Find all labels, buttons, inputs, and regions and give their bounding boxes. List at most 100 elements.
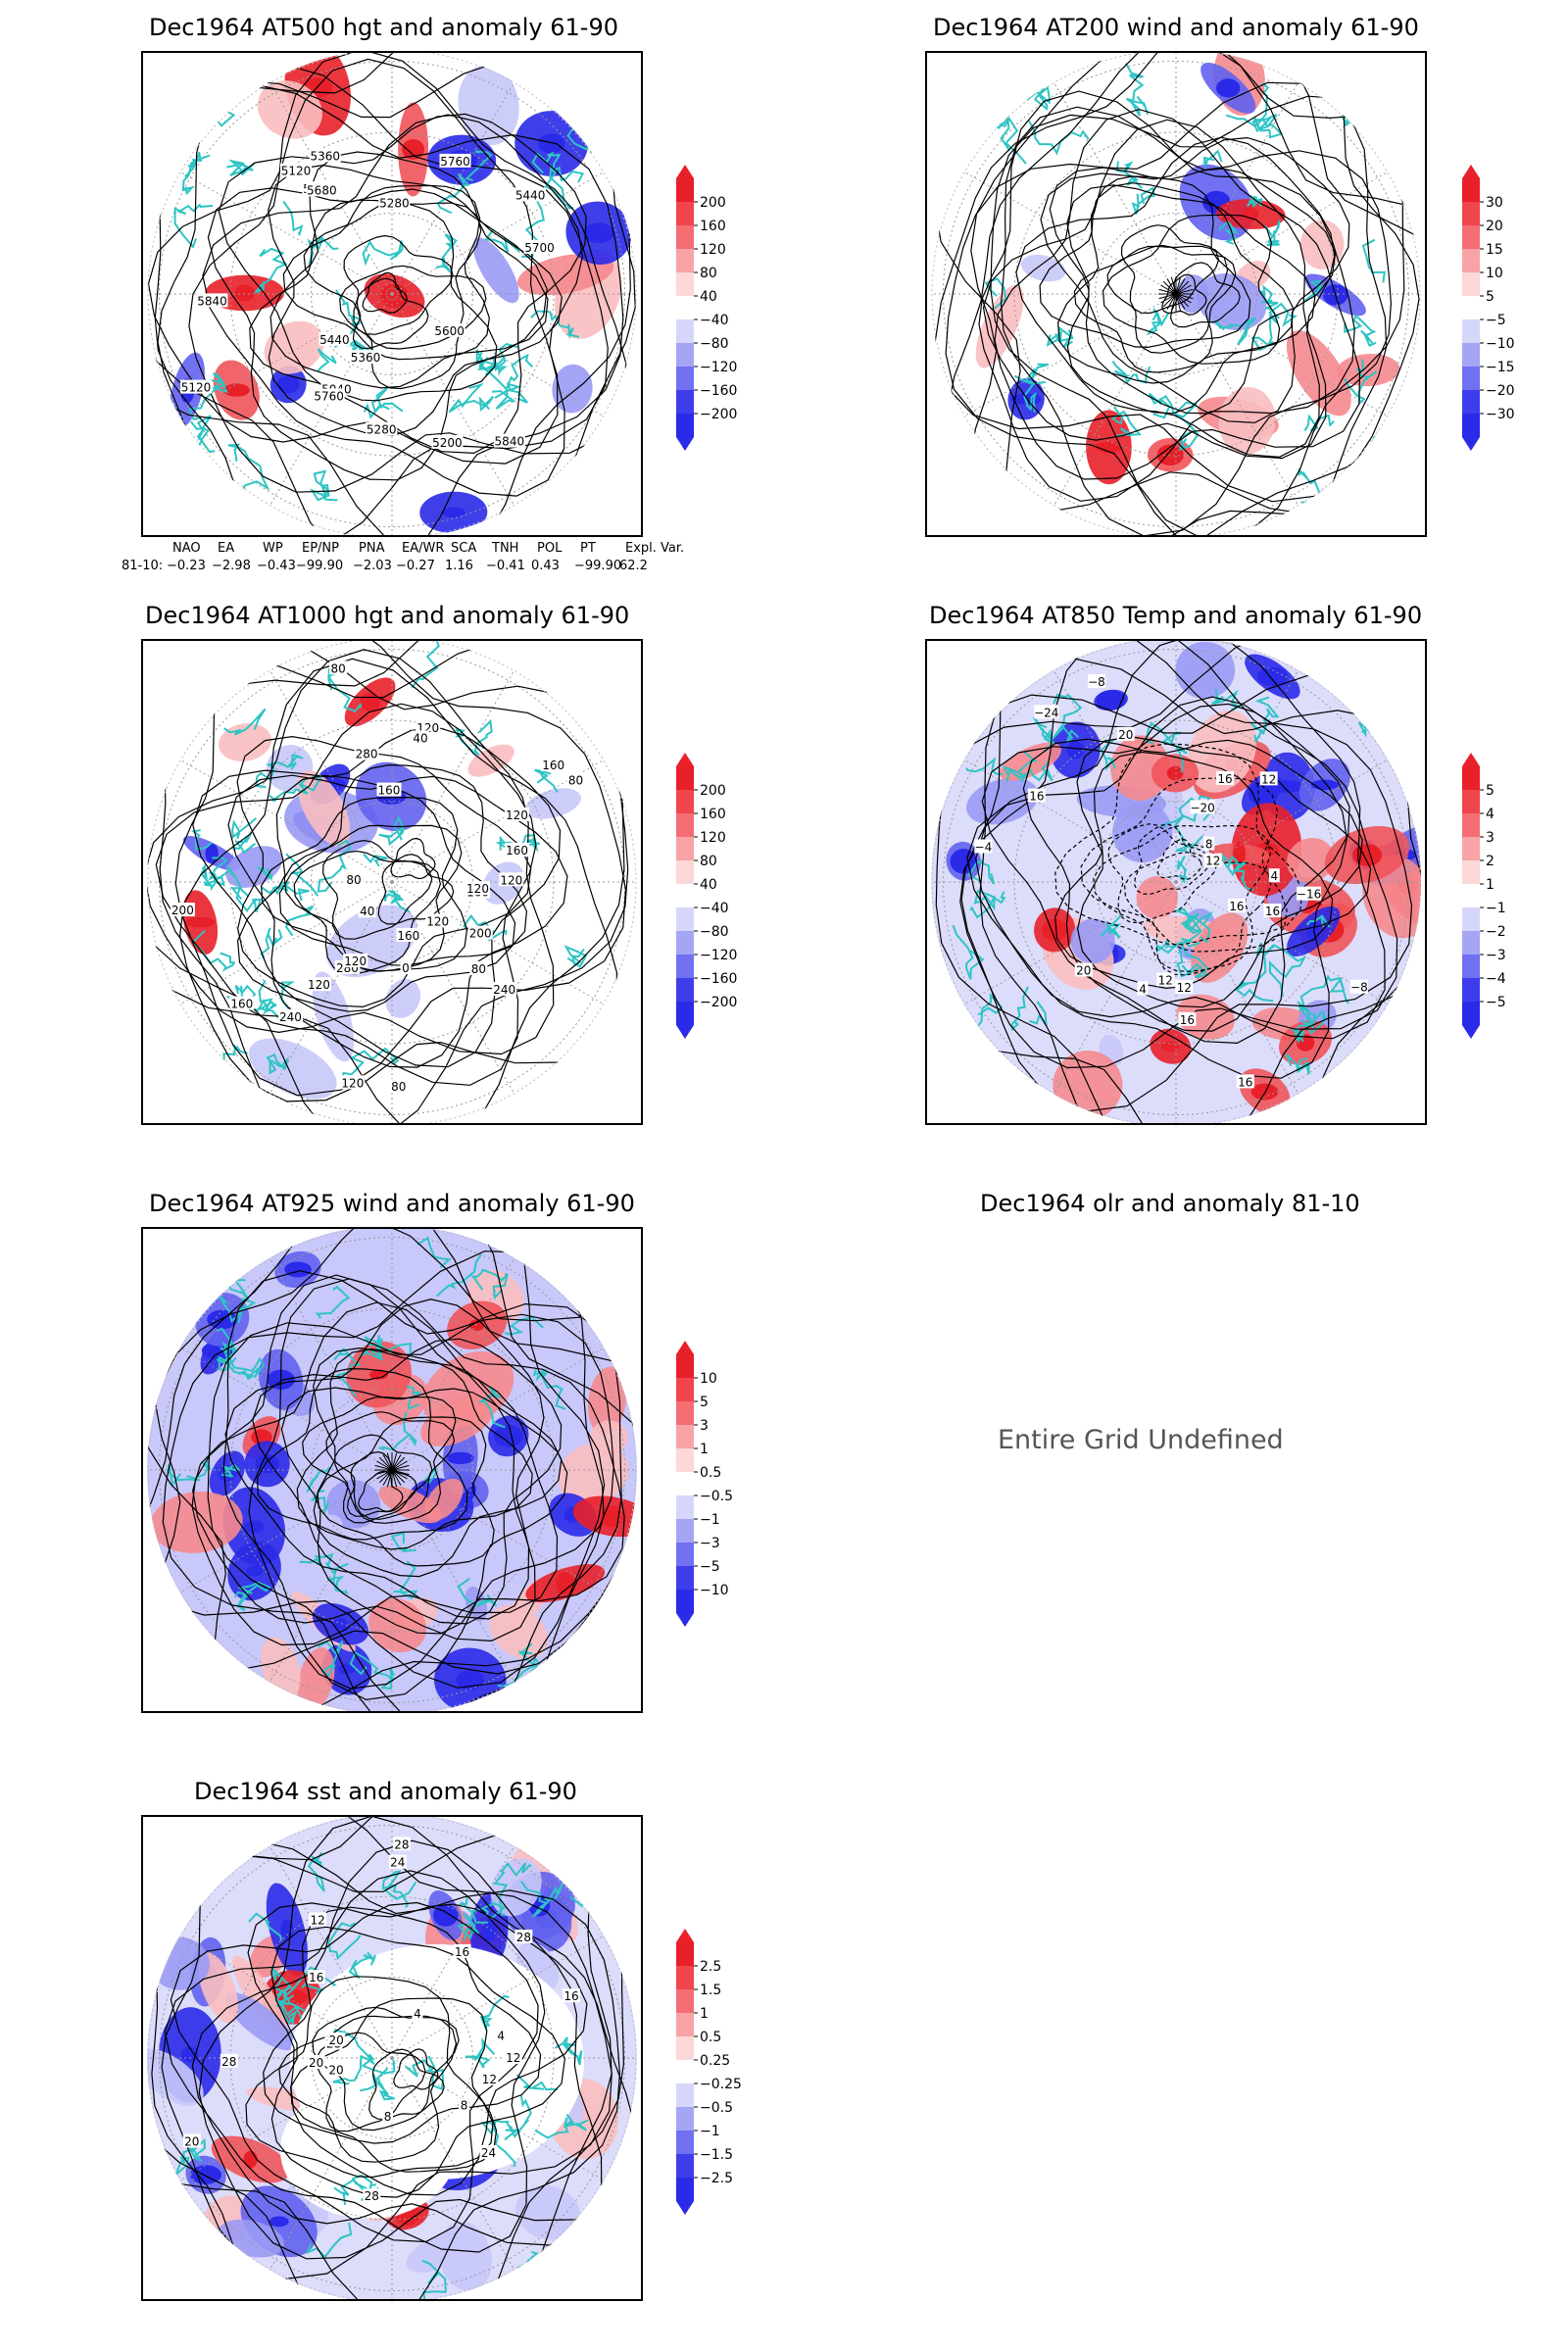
streamline [1015,136,1336,459]
contour-label: 12 [506,2051,520,2065]
coastline [493,1862,532,1916]
contour-label-bg [523,239,556,254]
anomaly-core [556,1571,575,1595]
anomaly-blob [458,65,519,146]
coastline [1176,937,1202,978]
latitude-circle [311,213,473,375]
colorbar-arrow-bottom [676,1613,694,1627]
panel-sst: Dec1964 sst and anomaly 61-90 28 24 24 20 20… [0,1764,784,2352]
colorbar-tick-label: −1 [700,1512,720,1528]
colorbar-tick-label: 2.5 [700,1959,721,1975]
contour-line [236,735,532,1008]
anomaly-blob [297,1647,335,1711]
contour-label-bg [412,2005,423,2020]
colorbar-swatch [1462,296,1480,319]
index-header: EP/NP [302,541,339,556]
map-boundary [147,1229,637,1711]
contour-line [154,81,624,535]
colorbar-tick-label: 0.5 [700,1465,721,1481]
coastline [359,2067,395,2101]
streamline [990,95,1405,535]
coastline [309,469,338,502]
anomaly-blob [1299,220,1345,270]
latitude-circle [1095,801,1257,963]
colorbar-tick-label: 4 [1486,807,1494,822]
contour-label: 5760 [314,389,344,403]
coastline [484,229,520,254]
contour-label-bg [388,1854,407,1869]
pole-streamline [374,1469,393,1476]
coastline [554,2036,583,2066]
index-value: −0.41 [486,559,525,573]
colorbar-swatch [676,202,694,225]
map-area [931,53,1421,535]
colorbar-swatch [1462,225,1480,249]
contour-label-bg [495,2028,507,2042]
anomaly-core [583,222,614,244]
anomaly-blob [1175,641,1236,700]
undefined-grid-message: Entire Grid Undefined [998,1425,1284,1455]
pole-streamline [1166,293,1177,310]
anomaly-core [1161,1041,1180,1053]
colorbar-swatch [676,907,694,931]
colorbar-swatch [1462,367,1480,390]
index-header: NAO [172,541,201,556]
anomaly-blob [219,723,272,762]
colorbar-tick-label: −1.5 [700,2147,733,2163]
coastline [549,163,585,202]
contour-label-bg [196,293,228,308]
pole-streamline [391,1469,406,1484]
contour-label: 5840 [197,294,227,308]
coastline [1124,63,1150,117]
colorbar-swatch [1462,249,1480,272]
meridian [391,1257,515,1471]
coastline [1380,73,1408,111]
pole-streamline [391,1469,410,1476]
contour-label: 5840 [495,435,525,449]
contour-label: 16 [1029,790,1044,804]
anomaly-blob [1136,876,1179,919]
contour-label: 24 [481,2146,496,2160]
anomaly-core [950,849,977,874]
contour-label-bg [345,872,364,887]
latitude-circle [159,1237,625,1703]
coastline [229,886,263,912]
contour-line [293,850,442,975]
streamline [1040,136,1350,423]
colorbar-swatch [676,178,694,202]
coastline [231,817,257,840]
meridian [391,1469,515,1683]
contour-label: 8 [384,2110,392,2124]
contour-label-bg [309,148,341,163]
coastline [1022,363,1049,385]
contour-label: 16 [564,1989,578,2003]
panel-title: Dec1964 olr and anomaly 81-10 [980,1190,1360,1217]
coastline [176,677,205,716]
contour-label-bg [974,839,993,854]
contour-label-bg [1215,770,1234,785]
contour-label-bg [1116,726,1135,741]
colorbar-swatch [1462,978,1480,1002]
colorbar-swatch [676,2154,694,2178]
colorbar-tick-label: −120 [700,360,737,375]
colorbar-tick-label: −40 [700,313,729,328]
colorbar-swatch [676,1989,694,2013]
anomaly-blob [224,1992,295,2050]
colorbar-swatch [1462,860,1480,884]
colorbar-arrow-top [676,1929,694,1942]
coastline [1260,284,1281,319]
map-area [147,1229,637,1711]
colorbar-arrow-bottom [1462,1025,1480,1039]
pole-streamline [391,1460,408,1471]
meridian [391,1347,605,1471]
map-area: 5760584053605280520054405120504051205700… [147,53,637,535]
contour-label-bg [378,195,411,210]
contour-line [268,164,563,437]
colorbar-swatch [676,790,694,813]
colorbar-tick-label: −4 [1486,971,1506,987]
map-area: 16 12 16 −4 −8 −16 −20 −24 12 −8 16 4 16 4 8 12 16 12 20 20… [931,641,1421,1123]
panel-title: Dec1964 AT925 wind and anomaly 61-90 [149,1190,635,1217]
anomaly-core [276,375,300,394]
map-boundary [931,641,1421,1123]
colorbar: 2.5 1.5 1 0.5 0.25 −0.25 −0.5 −1 −1.5 −2.5 [676,1929,742,2215]
